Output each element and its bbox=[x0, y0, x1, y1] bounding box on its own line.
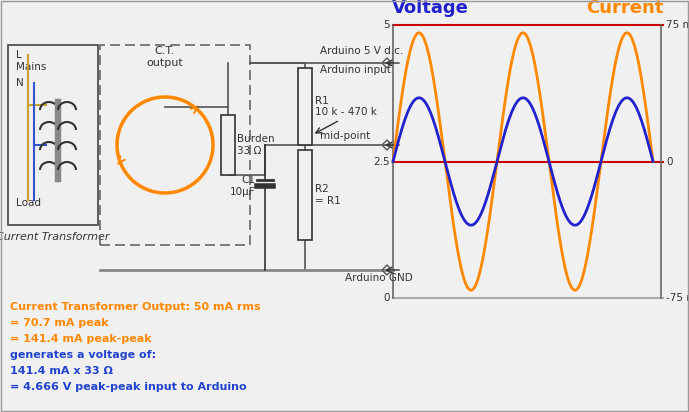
Text: 5: 5 bbox=[383, 20, 390, 30]
Bar bbox=[100, 45, 250, 245]
Text: N: N bbox=[16, 78, 23, 88]
Bar bbox=[298, 68, 312, 145]
Bar bbox=[221, 115, 235, 175]
Text: Arduino GND: Arduino GND bbox=[345, 273, 413, 283]
Text: 2.5: 2.5 bbox=[373, 157, 390, 166]
Text: = 70.7 mA peak: = 70.7 mA peak bbox=[10, 318, 109, 328]
Bar bbox=[8, 45, 98, 225]
Text: = 4.666 V peak-peak input to Arduino: = 4.666 V peak-peak input to Arduino bbox=[10, 382, 247, 392]
Text: Current Transformer: Current Transformer bbox=[0, 232, 110, 242]
Text: Current Transformer Output: 50 mA rms: Current Transformer Output: 50 mA rms bbox=[10, 302, 260, 312]
Bar bbox=[298, 150, 312, 240]
Text: Current: Current bbox=[586, 0, 664, 17]
Text: -75 mA: -75 mA bbox=[666, 293, 689, 303]
Text: 141.4 mA x 33 Ω: 141.4 mA x 33 Ω bbox=[10, 366, 113, 376]
Text: R2
= R1: R2 = R1 bbox=[315, 184, 341, 206]
Text: Mains: Mains bbox=[16, 62, 46, 72]
Text: mid-point: mid-point bbox=[320, 131, 370, 141]
Text: = 141.4 mA peak-peak: = 141.4 mA peak-peak bbox=[10, 334, 152, 344]
Text: 0: 0 bbox=[384, 293, 390, 303]
Text: C1
10μF: C1 10μF bbox=[229, 175, 255, 197]
Text: L: L bbox=[16, 50, 22, 60]
Text: Arduino input: Arduino input bbox=[320, 65, 391, 75]
Text: Voltage: Voltage bbox=[391, 0, 469, 17]
Text: Arduino 5 V d.c.: Arduino 5 V d.c. bbox=[320, 46, 403, 56]
Text: 75 mA: 75 mA bbox=[666, 20, 689, 30]
Text: C.T.
output: C.T. output bbox=[147, 46, 183, 68]
Text: generates a voltage of:: generates a voltage of: bbox=[10, 350, 156, 360]
Text: R1
10 k - 470 k: R1 10 k - 470 k bbox=[315, 96, 377, 117]
Text: Load: Load bbox=[16, 198, 41, 208]
Text: Burden
33 Ω: Burden 33 Ω bbox=[237, 134, 275, 156]
Text: 0: 0 bbox=[666, 157, 672, 166]
